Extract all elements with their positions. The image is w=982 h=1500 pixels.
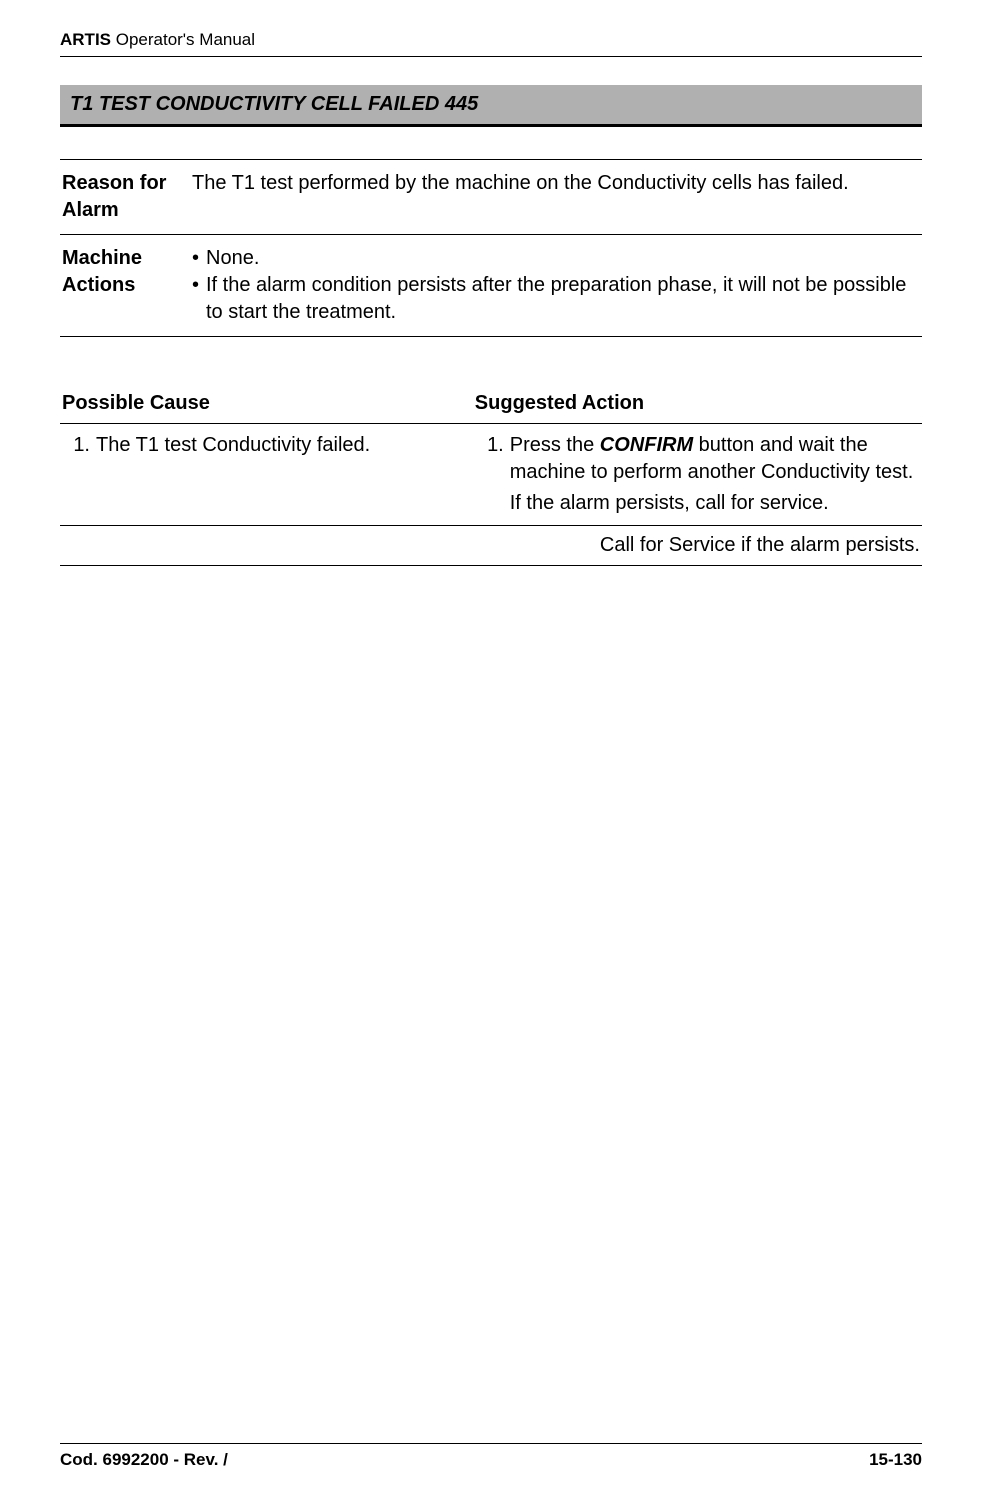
cause-header-col2: Suggested Action (475, 392, 922, 415)
cause-col2: 1. Press the CONFIRM button and wait the… (474, 432, 922, 517)
cause-header-col1: Possible Cause (60, 392, 475, 415)
footer-right: 15-130 (869, 1450, 922, 1470)
page-footer: Cod. 6992200 - Rev. / 15-130 (60, 1443, 922, 1470)
cause-header: Possible Cause Suggested Action (60, 392, 922, 424)
info-label: Reason for Alarm (60, 170, 192, 224)
footer-left: Cod. 6992200 - Rev. / (60, 1450, 228, 1470)
service-row: Call for Service if the alarm persists. (60, 526, 922, 566)
page: ARTIS Operator's Manual T1 TEST CONDUCTI… (0, 0, 982, 1500)
info-table: Reason for Alarm The T1 test performed b… (60, 159, 922, 337)
action-num: 1. (474, 432, 510, 517)
cause-col1: 1. The T1 test Conductivity failed. (60, 432, 474, 517)
bullet-row: • None. (192, 245, 922, 272)
info-row-reason: Reason for Alarm The T1 test performed b… (60, 159, 922, 234)
bullet-dot: • (192, 245, 206, 272)
info-body: The T1 test performed by the machine on … (192, 170, 922, 224)
info-body: • None. • If the alarm condition persist… (192, 245, 922, 326)
cause-text: The T1 test Conductivity failed. (96, 432, 474, 517)
action-bold: CONFIRM (600, 434, 693, 456)
brand-rest: Operator's Manual (111, 30, 255, 49)
cause-num: 1. (60, 432, 96, 517)
info-label: Machine Actions (60, 245, 192, 326)
bullet-text: None. (206, 245, 922, 272)
action-extra: If the alarm persists, call for service. (510, 490, 922, 517)
page-header: ARTIS Operator's Manual (60, 30, 922, 57)
title-bar: T1 TEST CONDUCTIVITY CELL FAILED 445 (60, 85, 922, 127)
action-pre: Press the (510, 434, 600, 456)
bullet-dot: • (192, 272, 206, 326)
cause-row: 1. The T1 test Conductivity failed. 1. P… (60, 424, 922, 526)
info-row-actions: Machine Actions • None. • If the alarm c… (60, 234, 922, 336)
brand-bold: ARTIS (60, 30, 111, 49)
bullet-text: If the alarm condition persists after th… (206, 272, 922, 326)
cause-table: Possible Cause Suggested Action 1. The T… (60, 392, 922, 566)
action-text: Press the CONFIRM button and wait the ma… (510, 432, 922, 517)
bullet-row: • If the alarm condition persists after … (192, 272, 922, 326)
